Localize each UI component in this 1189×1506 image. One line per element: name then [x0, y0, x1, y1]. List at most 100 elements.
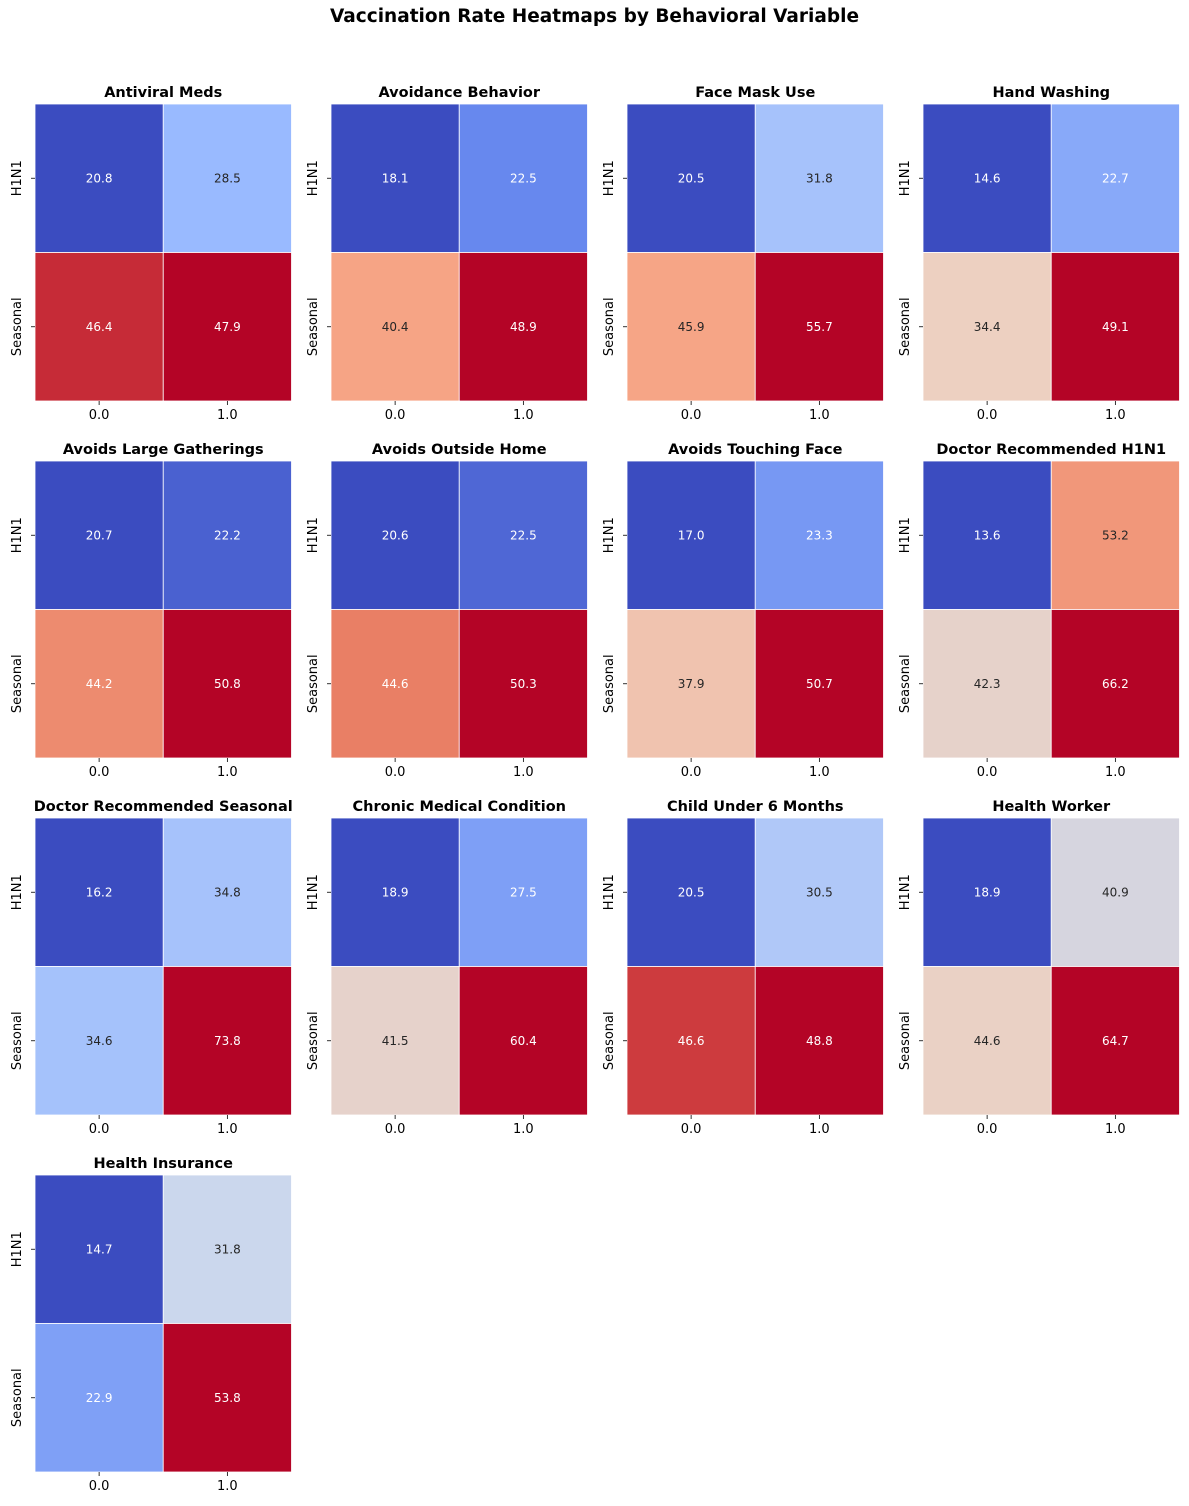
- cell-label: 14.7: [86, 1242, 113, 1256]
- x-tick-label: 0.0: [977, 1122, 998, 1137]
- cell-label: 28.5: [214, 171, 241, 185]
- heatmap-cell: [330, 103, 460, 253]
- y-tick-label: H1N1: [306, 517, 321, 553]
- heatmap-title: Doctor Recommended H1N1: [936, 442, 1166, 458]
- y-tick-label: Seasonal: [306, 1011, 321, 1070]
- cell-label: 44.6: [974, 1034, 1001, 1048]
- cell-label: 34.4: [974, 320, 1001, 334]
- heatmap-cell: [922, 103, 1052, 253]
- cell-label: 18.9: [974, 885, 1001, 899]
- heatmap-cell: [330, 966, 460, 1116]
- y-tick-label: H1N1: [10, 1231, 25, 1267]
- y-tick-label: H1N1: [10, 160, 25, 196]
- cell-label: 13.6: [974, 528, 1001, 542]
- cell-label: 45.9: [678, 320, 705, 334]
- cell-label: 22.5: [510, 528, 537, 542]
- cell-label: 18.9: [382, 885, 409, 899]
- cell-label: 22.7: [1102, 171, 1129, 185]
- cell-label: 44.2: [86, 677, 113, 691]
- cell-label: 37.9: [678, 677, 705, 691]
- cell-label: 23.3: [806, 528, 833, 542]
- heatmap-hand-washing: Hand Washing 14.6 22.7 34.4 49.1 0.0 1.0 H1N1 Se…: [898, 85, 1180, 423]
- cell-label: 46.4: [86, 320, 113, 334]
- cell-label: 53.2: [1102, 528, 1129, 542]
- x-tick-label: 0.0: [681, 765, 702, 780]
- cell-label: 48.9: [510, 320, 537, 334]
- heatmap-title: Avoids Outside Home: [372, 442, 547, 458]
- y-tick-label: H1N1: [10, 874, 25, 910]
- y-tick-label: H1N1: [898, 874, 913, 910]
- heatmap-health-insurance: Health Insurance 14.7 31.8 22.9 53.8 0.0 1.0 H1…: [10, 1156, 292, 1494]
- cell-label: 17.0: [678, 528, 705, 542]
- cell-label: 22.9: [86, 1391, 113, 1405]
- cell-label: 73.8: [214, 1034, 241, 1048]
- heatmap-cell: [1050, 817, 1180, 967]
- cell-label: 50.3: [510, 677, 537, 691]
- cell-label: 30.5: [806, 885, 833, 899]
- heatmap-title: Chronic Medical Condition: [353, 799, 567, 815]
- cell-label: 31.8: [214, 1242, 241, 1256]
- y-tick-label: H1N1: [602, 160, 617, 196]
- y-tick-label: H1N1: [10, 517, 25, 553]
- x-tick-label: 1.0: [809, 1122, 830, 1137]
- heatmap-child-under-6-months: Child Under 6 Months 20.5 30.5 46.6 48.8 0.0 1…: [602, 799, 884, 1137]
- heatmap-title: Doctor Recommended Seasonal: [34, 799, 293, 815]
- heatmap-cell: [1050, 252, 1180, 402]
- heatmap-cell: [626, 817, 756, 967]
- heatmap-cell: [458, 460, 588, 610]
- x-tick-label: 1.0: [1105, 408, 1126, 423]
- cell-label: 18.1: [382, 171, 409, 185]
- heatmap-cell: [754, 252, 884, 402]
- cell-label: 20.8: [86, 171, 113, 185]
- heatmap-cell: [162, 1323, 292, 1473]
- heatmap-cell: [162, 460, 292, 610]
- y-tick-label: H1N1: [602, 517, 617, 553]
- cell-label: 20.6: [382, 528, 409, 542]
- cell-label: 20.5: [678, 171, 705, 185]
- heatmap-cell: [754, 966, 884, 1116]
- x-tick-label: 1.0: [809, 408, 830, 423]
- x-tick-label: 0.0: [385, 1122, 406, 1137]
- x-tick-label: 1.0: [809, 765, 830, 780]
- heatmap-cell: [922, 460, 1052, 610]
- x-tick-label: 0.0: [385, 408, 406, 423]
- y-tick-label: H1N1: [898, 517, 913, 553]
- heatmap-cell: [626, 103, 756, 253]
- heatmap-avoidance-behavior: Avoidance Behavior 18.1 22.5 40.4 48.9 0.0 1.0…: [306, 85, 588, 423]
- cell-label: 48.8: [806, 1034, 833, 1048]
- cell-label: 50.7: [806, 677, 833, 691]
- x-tick-label: 1.0: [217, 1479, 238, 1494]
- heatmap-cell: [626, 609, 756, 759]
- heatmap-cell: [34, 609, 164, 759]
- y-tick-label: Seasonal: [602, 654, 617, 713]
- cell-label: 14.6: [974, 171, 1001, 185]
- heatmap-cell: [162, 609, 292, 759]
- heatmap-cell: [330, 252, 460, 402]
- heatmap-title: Antiviral Meds: [104, 85, 222, 101]
- cell-label: 40.4: [382, 320, 409, 334]
- y-tick-label: Seasonal: [898, 1011, 913, 1070]
- heatmap-doctor-recommended-seasonal: Doctor Recommended Seasonal 16.2 34.8 34.6 7…: [10, 799, 293, 1137]
- heatmap-cell: [1050, 460, 1180, 610]
- cell-label: 22.2: [214, 528, 241, 542]
- heatmap-cell: [162, 966, 292, 1116]
- heatmap-cell: [1050, 609, 1180, 759]
- heatmap-cell: [330, 817, 460, 967]
- y-tick-label: Seasonal: [306, 654, 321, 713]
- heatmap-cell: [34, 1174, 164, 1324]
- x-tick-label: 1.0: [1105, 1122, 1126, 1137]
- heatmap-title: Avoidance Behavior: [378, 85, 540, 101]
- heatmap-health-worker: Health Worker 18.9 40.9 44.6 64.7 0.0 1.0 H1N1 S…: [898, 799, 1180, 1137]
- heatmap-cell: [34, 460, 164, 610]
- x-tick-label: 1.0: [217, 1122, 238, 1137]
- y-tick-label: Seasonal: [898, 654, 913, 713]
- heatmap-cell: [626, 460, 756, 610]
- heatmap-cell: [754, 609, 884, 759]
- heatmap-title: Avoids Large Gatherings: [63, 442, 264, 458]
- cell-label: 49.1: [1102, 320, 1129, 334]
- heatmap-cell: [162, 103, 292, 253]
- cell-label: 20.5: [678, 885, 705, 899]
- heatmap-antiviral-meds: Antiviral Meds 20.8 28.5 46.4 47.9 0.0 1.0 H1N1…: [10, 85, 292, 423]
- heatmap-cell: [162, 817, 292, 967]
- cell-label: 60.4: [510, 1034, 537, 1048]
